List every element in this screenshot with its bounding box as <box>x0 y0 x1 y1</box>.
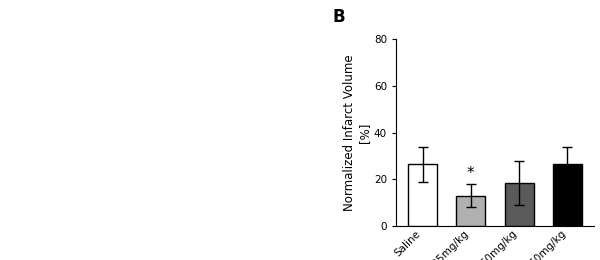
Text: A: A <box>7 8 19 26</box>
Bar <box>505 183 533 226</box>
Bar <box>408 164 437 226</box>
Y-axis label: Normalized Infarct Volume
[%]: Normalized Infarct Volume [%] <box>343 54 371 211</box>
Text: *: * <box>467 166 475 180</box>
Text: Vehicle Control: Vehicle Control <box>4 240 72 250</box>
Bar <box>457 196 485 226</box>
Text: CQ 60 mg/kg: CQ 60 mg/kg <box>161 240 220 250</box>
Text: Rapa 1.25 mg/kg
+ CQ 60 mg/kg: Rapa 1.25 mg/kg + CQ 60 mg/kg <box>226 230 302 250</box>
Text: B: B <box>332 8 345 26</box>
Bar <box>553 164 582 226</box>
Text: Rapa 1.25 mg/kg: Rapa 1.25 mg/kg <box>73 240 150 250</box>
